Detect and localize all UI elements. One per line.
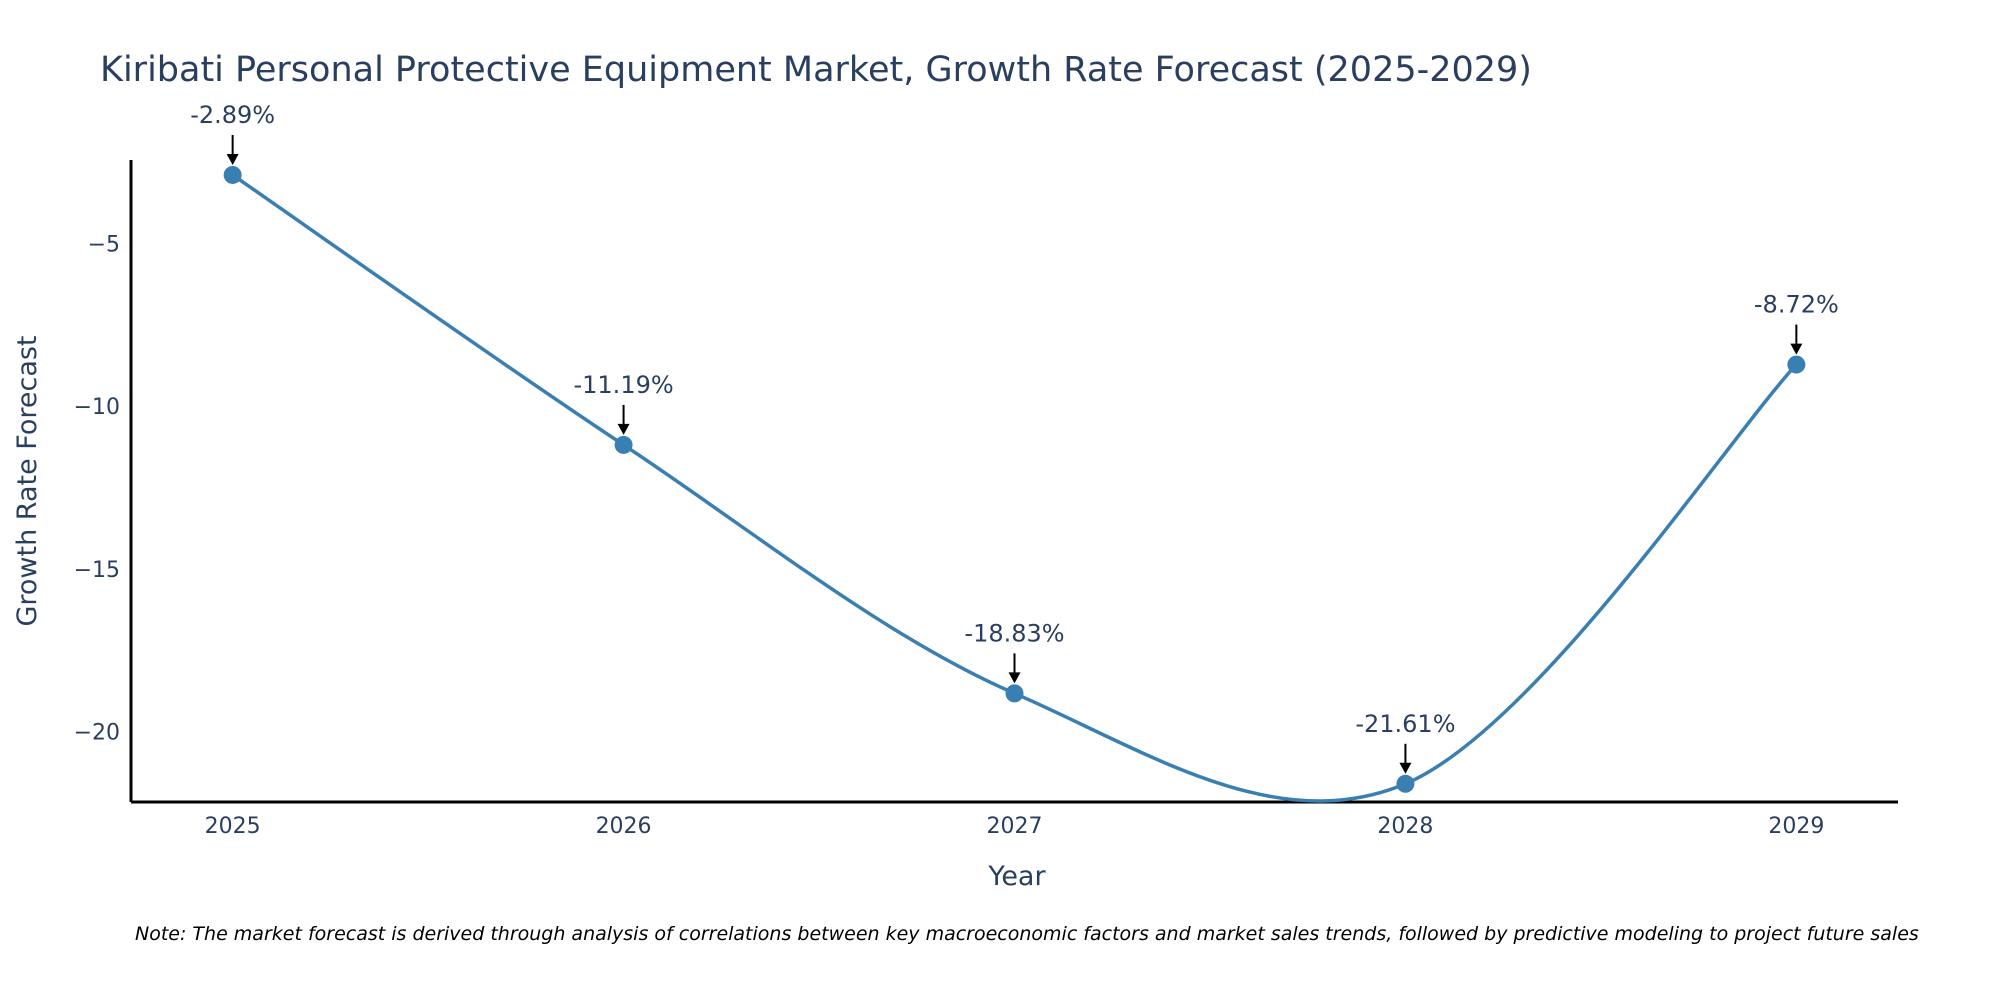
x-tick-label: 2029: [1768, 814, 1824, 839]
data-point: [614, 435, 633, 454]
data-points: [223, 165, 1806, 793]
data-point: [1787, 355, 1806, 374]
y-axis-ticks: −5 −10 −15 −20: [74, 233, 120, 746]
data-point: [223, 165, 242, 184]
x-axis-ticks: 2025 2026 2027 2028 2029: [205, 814, 1825, 839]
annotation-arrowhead: [1790, 343, 1803, 355]
data-label: -8.72%: [1754, 291, 1839, 319]
chart-title: Kiribati Personal Protective Equipment M…: [100, 50, 1532, 90]
annotation-arrowhead: [1399, 762, 1412, 774]
x-tick-label: 2025: [205, 814, 261, 839]
x-tick-label: 2028: [1377, 814, 1433, 839]
x-tick-label: 2026: [596, 814, 652, 839]
footnote: Note: The market forecast is derived thr…: [135, 923, 1919, 945]
data-label: -21.61%: [1355, 710, 1455, 738]
y-tick-label: −15: [74, 558, 120, 583]
data-annotations: -2.89% -11.19% -18.83% -21.61% -8.72%: [190, 101, 1839, 774]
y-axis-title: Growth Rate Forecast: [12, 335, 43, 626]
x-tick-label: 2027: [987, 814, 1043, 839]
data-label: -11.19%: [573, 371, 673, 399]
x-axis-title: Year: [987, 861, 1046, 892]
data-label: -2.89%: [190, 101, 275, 129]
y-tick-label: −20: [74, 720, 120, 745]
y-tick-label: −10: [74, 395, 120, 420]
data-point: [1396, 774, 1415, 793]
annotation-arrowhead: [226, 153, 239, 165]
series-line: [231, 173, 1798, 803]
data-point: [1005, 684, 1024, 703]
annotation-arrowhead: [1008, 672, 1021, 684]
data-label: -18.83%: [964, 619, 1064, 647]
y-tick-label: −5: [88, 233, 120, 258]
annotation-arrowhead: [617, 423, 630, 435]
